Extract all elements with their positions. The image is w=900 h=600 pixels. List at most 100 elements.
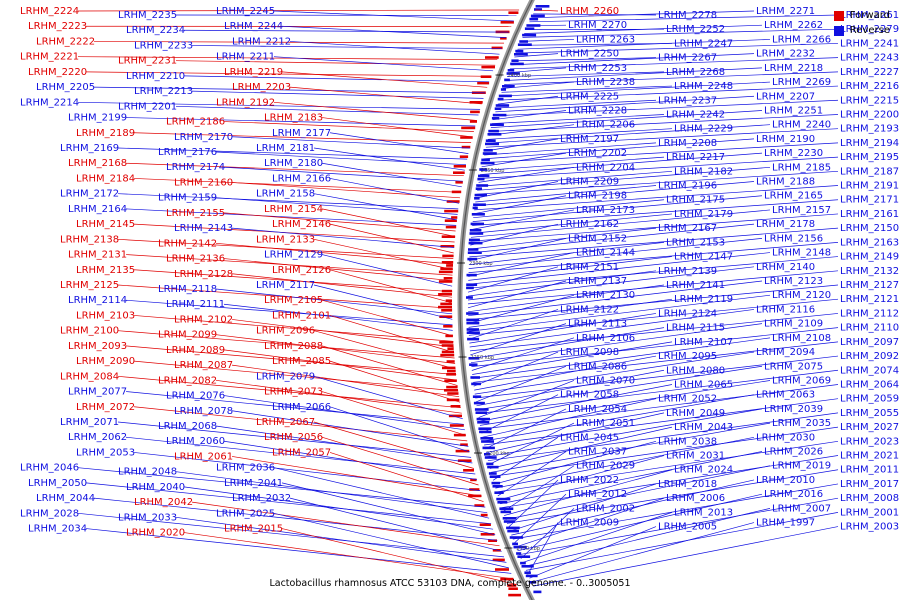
reverse-gene-block: [529, 17, 539, 21]
gene-label: LRHM_2170: [174, 132, 233, 143]
gene-label: LRHM_2069: [772, 376, 831, 387]
label-leader-line: [471, 209, 575, 230]
gene-label: LRHM_2278: [658, 10, 717, 21]
gene-label: LRHM_2086: [568, 361, 627, 372]
label-leader-line: [329, 269, 453, 304]
forward-gene-block: [500, 577, 514, 581]
forward-gene-block: [438, 280, 453, 283]
gene-label: LRHM_2156: [764, 233, 823, 244]
label-leader-line: [469, 309, 755, 348]
gene-label: LRHM_2194: [840, 138, 899, 149]
reverse-gene-block: [474, 193, 487, 197]
gene-label: LRHM_2095: [658, 351, 717, 362]
label-leader-line: [273, 512, 509, 569]
forward-gene-block: [453, 433, 466, 437]
reverse-gene-block: [489, 475, 501, 478]
label-leader-line: [468, 280, 763, 317]
label-leader-line: [474, 181, 755, 207]
gene-label: LRHM_2044: [36, 493, 95, 504]
gene-label: LRHM_2076: [166, 391, 225, 402]
gene-label: LRHM_2190: [756, 134, 815, 145]
gene-label: LRHM_2177: [272, 128, 331, 139]
forward-gene-block: [455, 449, 470, 453]
gene-label: LRHM_2145: [76, 219, 135, 230]
reverse-gene-block: [491, 117, 500, 120]
gene-label: LRHM_2159: [158, 193, 217, 204]
label-leader-line: [468, 252, 771, 285]
gene-label: LRHM_2105: [264, 295, 323, 306]
reverse-gene-block: [479, 430, 492, 434]
gene-label: LRHM_2045: [560, 432, 619, 443]
gene-label: LRHM_2032: [232, 493, 291, 504]
gene-label: LRHM_2008: [840, 493, 899, 504]
label-leader-line: [231, 319, 454, 348]
reverse-gene-block: [472, 395, 482, 398]
gene-label: LRHM_2054: [568, 404, 627, 415]
label-leader-line: [502, 465, 575, 512]
reverse-gene-block: [525, 574, 538, 578]
gene-label: LRHM_2172: [60, 189, 119, 200]
label-leader-line: [524, 508, 771, 567]
forward-gene-block: [440, 245, 455, 248]
label-leader-line: [329, 315, 455, 353]
label-leader-line: [321, 117, 473, 138]
label-leader-line: [231, 136, 470, 149]
label-leader-line: [281, 528, 517, 585]
reverse-gene-block: [470, 222, 484, 226]
label-leader-line: [133, 269, 453, 293]
label-leader-line: [492, 437, 559, 481]
label-leader-line: [281, 25, 507, 38]
gene-label: LRHM_2270: [568, 20, 627, 31]
gene-label: LRHM_2001: [840, 507, 899, 518]
gene-label: LRHM_2103: [76, 310, 135, 321]
reverse-gene-block: [502, 517, 517, 520]
reverse-gene-block: [467, 257, 478, 261]
label-leader-line: [482, 142, 839, 164]
label-leader-line: [531, 10, 755, 19]
label-leader-line: [469, 227, 657, 250]
label-leader-line: [479, 152, 763, 175]
label-leader-line: [489, 114, 839, 132]
gene-label: LRHM_2248: [674, 81, 733, 92]
gene-label: LRHM_2049: [666, 408, 725, 419]
label-leader-line: [215, 425, 473, 464]
reverse-gene-block: [506, 72, 520, 75]
label-leader-line: [231, 456, 482, 497]
label-leader-line: [329, 360, 461, 403]
gene-label: LRHM_2146: [272, 219, 331, 230]
gene-label: LRHM_2052: [658, 394, 717, 405]
label-leader-line: [500, 81, 771, 97]
forward-gene-block: [438, 305, 452, 309]
forward-gene-block: [459, 155, 469, 158]
forward-gene-block: [492, 558, 505, 562]
reverse-gene-block: [517, 43, 532, 46]
reverse-gene-block: [534, 8, 542, 11]
gene-label: LRHM_2261: [840, 10, 899, 21]
gene-label: LRHM_2024: [674, 465, 733, 476]
label-leader-line: [476, 369, 665, 407]
gene-label: LRHM_2013: [674, 507, 733, 518]
label-leader-line: [487, 412, 839, 462]
gene-label: LRHM_2026: [764, 447, 823, 458]
gene-label: LRHM_2121: [840, 294, 899, 305]
gene-label: LRHM_2057: [272, 447, 331, 458]
label-leader-line: [117, 284, 453, 309]
gene-label: LRHM_2020: [126, 528, 185, 539]
forward-gene-block: [507, 584, 517, 587]
gene-label: LRHM_2043: [674, 422, 733, 433]
gene-label: LRHM_2232: [756, 49, 815, 60]
gene-label: LRHM_2220: [28, 67, 87, 78]
gene-label: LRHM_2231: [118, 56, 177, 67]
label-leader-line: [125, 162, 464, 177]
gene-label: LRHM_2212: [232, 36, 291, 47]
forward-gene-block: [468, 494, 482, 498]
forward-gene-block: [450, 405, 461, 408]
label-leader-line: [321, 391, 467, 436]
gene-label: LRHM_2120: [772, 290, 831, 301]
label-leader-line: [525, 512, 839, 571]
reverse-gene-block: [524, 571, 531, 574]
gene-label: LRHM_2089: [166, 345, 225, 356]
label-leader-line: [519, 497, 839, 556]
reverse-gene-block: [468, 248, 479, 251]
label-leader-line: [231, 182, 461, 199]
